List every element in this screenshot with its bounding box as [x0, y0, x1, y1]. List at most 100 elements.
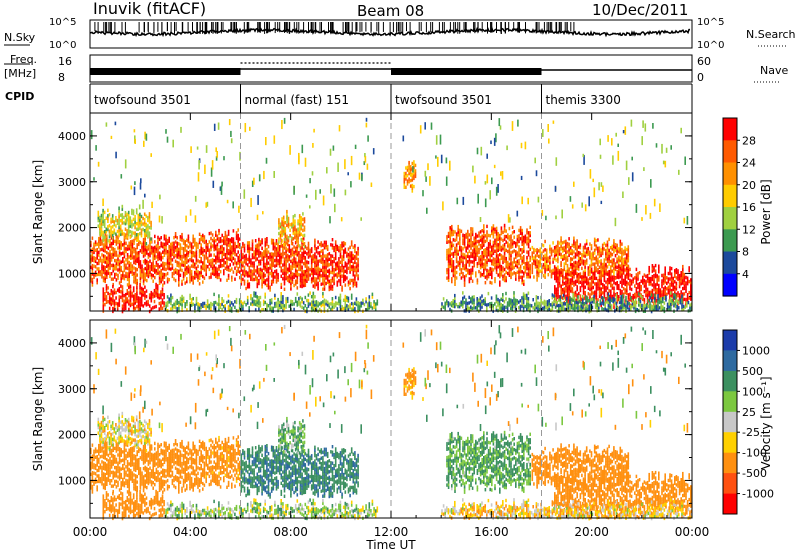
power-cell [539, 261, 542, 265]
power-cell [526, 275, 528, 279]
power-cell [638, 282, 641, 286]
power-cell [618, 284, 620, 288]
power-cell [142, 222, 144, 226]
power-cell [370, 304, 372, 309]
power-cell [487, 258, 490, 262]
power-cell [136, 283, 138, 287]
power-cell [565, 294, 567, 299]
power-cell [107, 263, 110, 267]
power-cell [598, 265, 601, 269]
power-cell [187, 270, 190, 274]
power-cell [200, 251, 202, 255]
power-cell [598, 278, 601, 282]
power-cell [471, 243, 474, 248]
power-cell [307, 271, 310, 276]
power-cell [162, 261, 164, 265]
power-cell [627, 248, 630, 252]
power-cell [205, 248, 207, 252]
power-cell [544, 272, 546, 277]
power-cell [104, 292, 106, 296]
power-cell [653, 287, 655, 292]
power-cell [181, 294, 183, 299]
power-cell [221, 302, 223, 306]
power-cell [235, 269, 238, 274]
power-cell [457, 241, 459, 245]
power-cell [579, 280, 582, 284]
power-cell [97, 218, 100, 223]
power-cell [150, 251, 153, 255]
power-cell [497, 259, 499, 263]
power-cell [129, 216, 132, 220]
power-cell [463, 256, 466, 260]
power-cell [184, 240, 186, 244]
power-cell [186, 249, 188, 253]
power-cell [579, 243, 582, 247]
power-cell [237, 258, 239, 262]
power-cell [310, 266, 313, 270]
power-cell [264, 243, 267, 247]
power-cell [93, 259, 95, 263]
power-cell [154, 275, 156, 280]
power-cell [508, 237, 511, 242]
power-cell [261, 246, 263, 250]
power-cell [153, 291, 156, 295]
power-cell [240, 305, 242, 310]
power-cell [449, 250, 451, 255]
power-cell [558, 278, 561, 282]
power-cell [238, 301, 241, 305]
power-cell [648, 298, 650, 303]
power-cell [619, 272, 622, 276]
power-cell [603, 241, 606, 246]
power-cell [350, 254, 353, 258]
power-cell [278, 245, 281, 249]
power-cell [202, 280, 204, 284]
power-cell [664, 271, 666, 276]
power-cell [521, 239, 523, 244]
power-cell [606, 278, 609, 282]
power-cell [479, 246, 482, 251]
power-cell [537, 260, 540, 264]
power-cell [667, 285, 670, 289]
power-cell [455, 246, 458, 250]
power-cell [478, 250, 480, 255]
power-cell [519, 267, 522, 271]
power-cell [347, 261, 350, 265]
power-cell [277, 278, 279, 282]
power-cell [142, 281, 145, 286]
power-cell [555, 279, 558, 283]
power-cell [328, 263, 331, 267]
power-cell [600, 248, 602, 252]
power-cell [264, 300, 266, 305]
power-cell [355, 262, 358, 266]
power-cell [114, 247, 116, 252]
power-cell [449, 242, 451, 246]
power-cell [282, 226, 285, 230]
power-cell [131, 302, 133, 306]
power-cell [181, 232, 183, 237]
power-cell [462, 296, 464, 301]
power-cell [139, 218, 141, 222]
power-cell [511, 242, 514, 246]
power-cell [333, 246, 335, 250]
power-cell [136, 267, 138, 272]
power-cell [102, 265, 105, 269]
power-cell [176, 298, 178, 303]
power-cell [459, 239, 461, 244]
power-cell [157, 263, 159, 267]
power-cell [140, 223, 143, 227]
power-cell [235, 234, 238, 238]
power-cell [542, 249, 545, 253]
power-cell [104, 303, 106, 307]
power-cell [557, 281, 559, 286]
power-cell [306, 279, 308, 283]
power-cell [270, 298, 273, 302]
power-cell [492, 227, 495, 231]
power-cell [130, 242, 132, 247]
power-cell [330, 259, 332, 263]
power-cell [291, 253, 294, 257]
power-cell [215, 247, 217, 251]
power-cell [688, 268, 690, 273]
power-cell [511, 266, 514, 271]
power-cell [654, 263, 657, 268]
power-cell [110, 244, 113, 248]
